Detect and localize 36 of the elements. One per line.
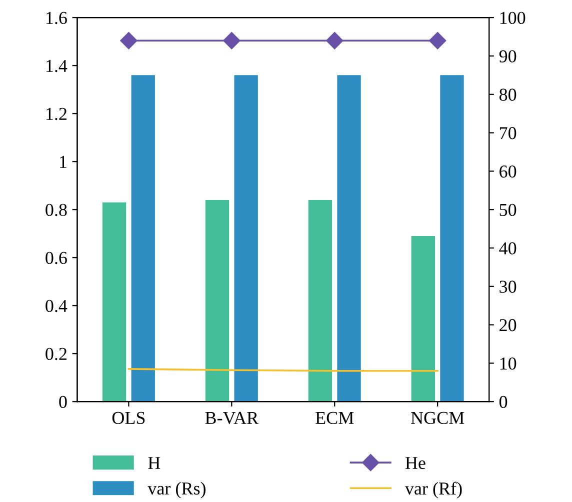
y2-tick-label: 10 [500,357,516,370]
y-tick-label: 1.2 [46,108,66,120]
y-tick-label: 1 [60,156,66,168]
legend-label: var (Rf) [404,482,462,498]
bar [234,75,258,402]
x-tick-label: B-VAR [205,412,259,424]
x-tick-label: OLS [112,412,145,424]
bar [205,200,230,402]
bar [337,75,361,402]
legend-label: H [148,457,160,469]
y-tick-label: 0.6 [46,252,67,264]
y2-tick-label: 100 [500,12,526,24]
y2-tick-label: 0 [499,396,508,408]
y2-tick-label: 60 [500,165,516,178]
y-tick-label: 1.4 [46,60,68,72]
x-tick-label: NGCM [411,412,464,424]
y2-tick-label: 80 [499,88,516,101]
x-tick-label: ECM [316,412,354,424]
y2-tick-label: 90 [499,50,516,62]
y2-tick-label: 50 [500,204,516,216]
bar [308,200,332,402]
legend-label: var (Rs) [148,482,206,498]
y-tick-label: 0 [59,396,67,408]
bar [102,202,126,402]
y-tick-label: 1.6 [46,12,67,24]
legend-label: He [405,457,426,470]
y2-tick-label: 70 [500,127,516,140]
y-tick-label: 0.2 [46,348,66,360]
y2-tick-label: 40 [499,242,516,254]
y-tick-label: 0.4 [46,300,68,312]
y2-tick-label: 30 [500,280,516,293]
y-tick-label: 0.8 [46,204,67,216]
y2-tick-label: 20 [500,319,516,332]
bar [411,236,436,402]
bar [440,75,464,402]
bar [131,75,155,402]
